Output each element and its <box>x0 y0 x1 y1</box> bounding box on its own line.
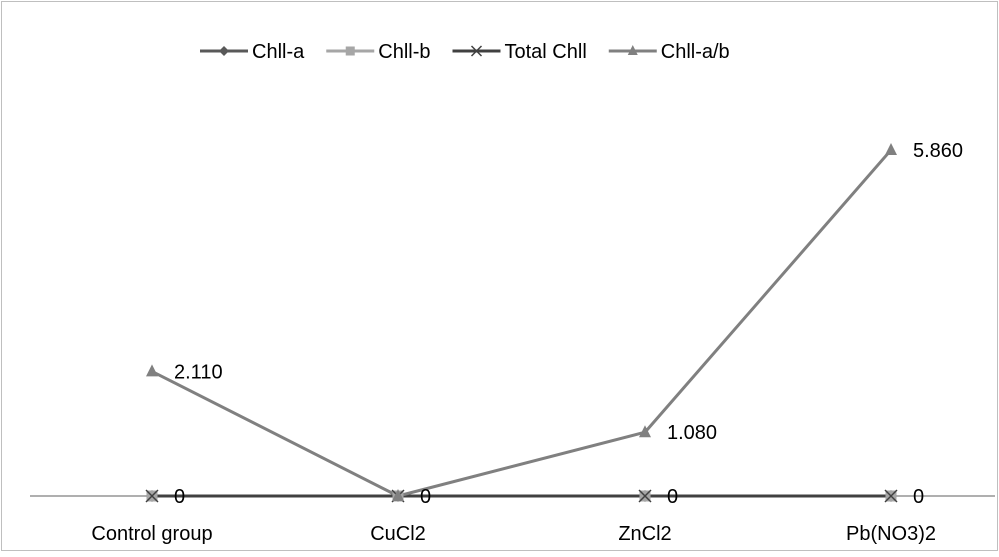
data-label-total-chll-control-group: 0 <box>174 486 185 508</box>
x-tick-label-cucl2: CuCl2 <box>370 523 426 545</box>
data-label-chll-a-b-control-group: 2.110 <box>174 361 223 383</box>
x-tick-label-control-group: Control group <box>91 523 212 545</box>
legend-marker-chll-a <box>219 46 229 56</box>
point-total-chll-control-group <box>145 489 159 503</box>
data-label-total-chll-zncl2: 0 <box>667 486 678 508</box>
point-chll-a-b-control-group <box>146 364 158 377</box>
x-tick-label-zncl2: ZnCl2 <box>618 523 671 545</box>
point-chll-a-b-pb-no3-2 <box>885 143 897 155</box>
data-label-chll-a-b-pb-no3-2: 5.860 <box>913 140 963 162</box>
legend: Chll-a Chll-b Total Chll Chll-a/b <box>200 41 730 63</box>
point-chll-a-b-zncl2 <box>639 425 651 438</box>
point-total-chll-pb-no3-2 <box>884 489 898 503</box>
data-label-total-chll-cucl2: 0 <box>420 486 431 508</box>
series-line-chll-a-b <box>151 149 893 498</box>
legend-label-chll-b: Chll-b <box>378 41 430 63</box>
legend-marker-chll-a-b <box>627 45 638 55</box>
legend-label-chll-a-b: Chll-a/b <box>661 41 730 63</box>
data-label-total-chll-pb-no3-2: 0 <box>913 486 924 508</box>
point-total-chll-zncl2 <box>638 489 652 503</box>
point-chll-a-b-cucl2 <box>392 489 404 501</box>
legend-marker-total-chll <box>470 45 483 57</box>
data-label-chll-a-b-zncl2: 1.080 <box>667 422 717 444</box>
legend-label-chll-a: Chll-a <box>252 41 305 63</box>
legend-label-total-chll: Total Chll <box>505 41 587 63</box>
legend-marker-chll-b <box>345 46 355 56</box>
x-tick-label-pb-no3-2: Pb(NO3)2 <box>846 523 936 545</box>
